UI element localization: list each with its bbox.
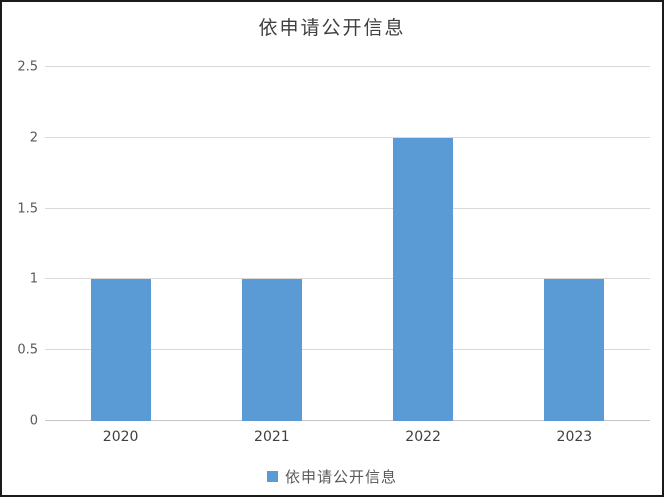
x-axis-line [45,420,650,421]
gridline [45,207,650,209]
x-tick-label: 2022 [405,429,441,445]
gridline [45,136,650,138]
bar-2021 [241,279,302,421]
plot-area: 0 0.5 1 1.5 2 2.5 2020 2021 2022 2023 [17,61,650,444]
bar-2020 [90,279,151,421]
y-tick-label: 0.5 [17,342,38,358]
legend-swatch-icon [266,471,278,482]
y-tick-label: 2.5 [17,59,38,75]
legend: 依申请公开信息 [2,466,662,487]
gridline [45,66,650,67]
x-tick-label: 2020 [102,429,139,445]
bar-2022 [393,137,454,421]
y-tick-label: 1 [29,271,38,287]
x-tick-label: 2021 [254,429,290,445]
y-tick-label: 2 [29,130,38,146]
gridline [45,278,650,280]
gridline [45,349,650,351]
chart-title: 依申请公开信息 [258,17,406,39]
legend-label: 依申请公开信息 [284,468,397,486]
y-tick-label: 0 [29,413,38,429]
bar-2023 [544,279,605,421]
y-tick-label: 1.5 [17,201,38,217]
x-tick-label: 2023 [556,429,593,445]
